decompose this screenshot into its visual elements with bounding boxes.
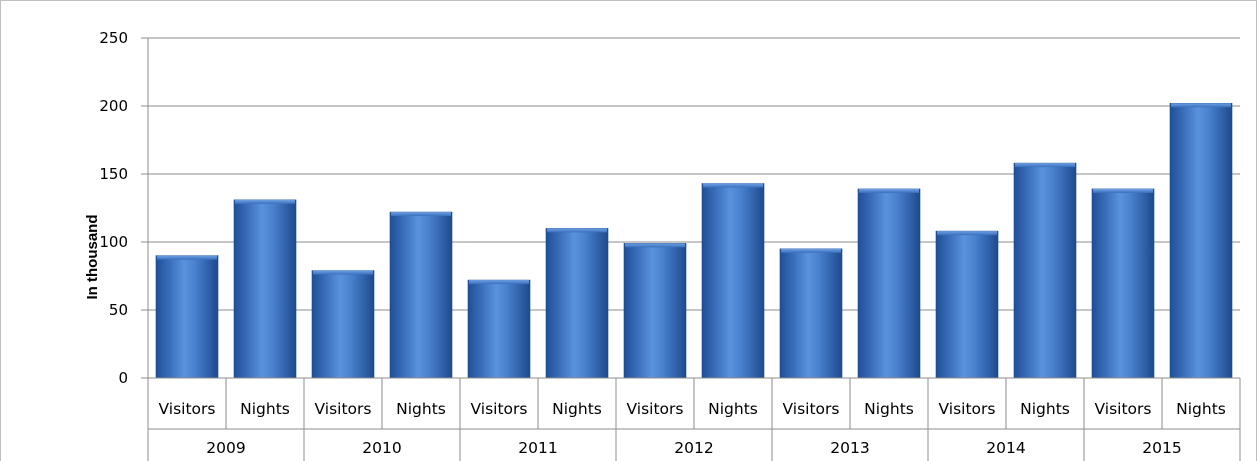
bar [155,255,219,379]
bar-cap [469,280,529,285]
bar [1013,162,1077,379]
x-category-label: Visitors [471,400,528,418]
x-group-label: 2013 [830,439,869,457]
bar [233,199,297,379]
bar [311,270,375,379]
y-axis-label: In thousand [84,215,101,300]
x-category-label: Visitors [939,400,996,418]
x-category-label: Nights [1020,400,1070,418]
bar [467,279,531,379]
x-category-label: Visitors [1095,400,1152,418]
x-group-label: 2011 [518,439,557,457]
y-tick-label: 250 [99,29,128,47]
x-category-label: Nights [1176,400,1226,418]
x-group-label: 2010 [362,439,401,457]
x-group-label: 2009 [206,439,245,457]
x-category-label: Nights [396,400,446,418]
bar [1091,188,1155,379]
bar [545,228,609,379]
x-category-label: Nights [708,400,758,418]
x-category-label: Visitors [315,400,372,418]
bar-cap [547,228,607,233]
x-category-label: Nights [240,400,290,418]
bar-cap [1015,163,1075,168]
x-category-labels: Visitors Nights Visitors Nights Visitors Nigh… [159,400,1226,418]
y-tick-label: 100 [99,233,128,251]
bar [389,211,453,379]
bar [857,188,921,379]
bars [155,102,1233,379]
y-tick-label: 0 [118,369,128,387]
x-group-label: 2012 [674,439,713,457]
x-category-label: Visitors [159,400,216,418]
bar [935,230,999,379]
bar-cap [1171,103,1231,108]
x-category-label: Nights [552,400,602,418]
x-group-label: 2015 [1142,439,1181,457]
bar-cap [235,199,295,204]
bar [623,243,687,379]
bar-cap [703,183,763,188]
axes [147,38,1241,461]
y-tick-label: 50 [109,301,128,319]
y-tick-labels: 0 50 100 150 200 250 [99,29,128,387]
y-tick-label: 200 [99,97,128,115]
bar-cap [391,212,451,217]
bar-cap [859,188,919,193]
y-tick-label: 150 [99,165,128,183]
bar [779,248,843,379]
bar-cap [781,248,841,253]
bar-cap [1093,188,1153,193]
x-category-label: Visitors [627,400,684,418]
bar-cap [313,270,373,275]
x-category-label: Nights [864,400,914,418]
x-group-label: 2014 [986,439,1025,457]
bar-cap [937,231,997,236]
bar [701,183,765,379]
bar-cap [157,255,217,260]
bar-cap [625,243,685,248]
bar [1169,102,1233,379]
x-group-labels: 2009 2010 2011 2012 2013 2014 2015 [206,439,1181,457]
x-category-label: Visitors [783,400,840,418]
